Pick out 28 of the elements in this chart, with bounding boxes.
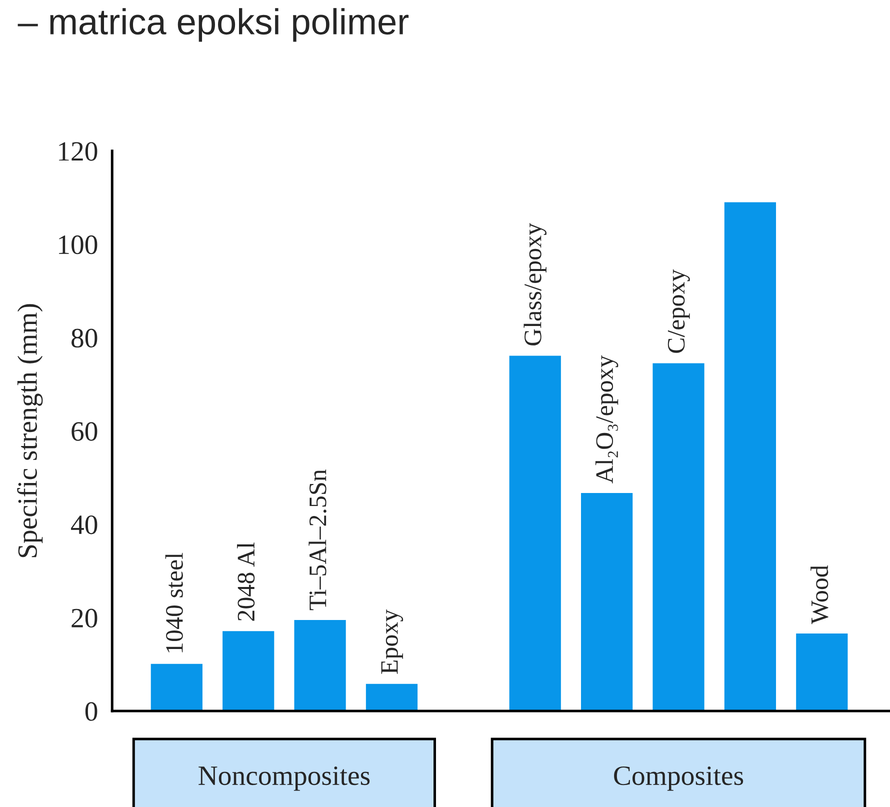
x-tick-label: Wood xyxy=(810,565,828,624)
bar xyxy=(366,684,418,711)
x-tick-label: C/epoxy xyxy=(668,269,690,353)
x-tick-label: Al₂O₃/epoxy xyxy=(595,355,618,484)
y-tick-label: 80 xyxy=(72,328,98,348)
text: Composites xyxy=(614,766,744,791)
bar xyxy=(509,356,561,711)
y-tick-label: 100 xyxy=(59,235,98,254)
y-tick-label: 60 xyxy=(72,422,98,441)
bar xyxy=(652,363,704,711)
chart-title: – matrica epoksi polimer xyxy=(18,8,409,42)
bar xyxy=(724,202,776,711)
x-tick-label: Epoxy xyxy=(381,609,404,674)
y-tick-label: 0 xyxy=(85,702,98,721)
x-tick-label: 1040 steel xyxy=(165,552,183,652)
bar xyxy=(581,493,633,711)
x-tick-label: Glass/epoxy xyxy=(524,222,546,346)
bar xyxy=(294,620,346,711)
x-tick-label: 2048 Al xyxy=(237,542,255,621)
y-tick-label: 20 xyxy=(72,608,98,628)
x-tick-label: Ti–5Al–2.5Sn xyxy=(308,470,326,610)
bar xyxy=(150,664,202,711)
bar xyxy=(222,631,274,711)
y-tick-label: 40 xyxy=(71,515,98,534)
y-tick-label: 120 xyxy=(59,142,98,161)
text: Noncomposites xyxy=(198,766,370,791)
bar xyxy=(796,633,848,711)
y-axis-title: Specific strength (mm) xyxy=(17,304,43,558)
